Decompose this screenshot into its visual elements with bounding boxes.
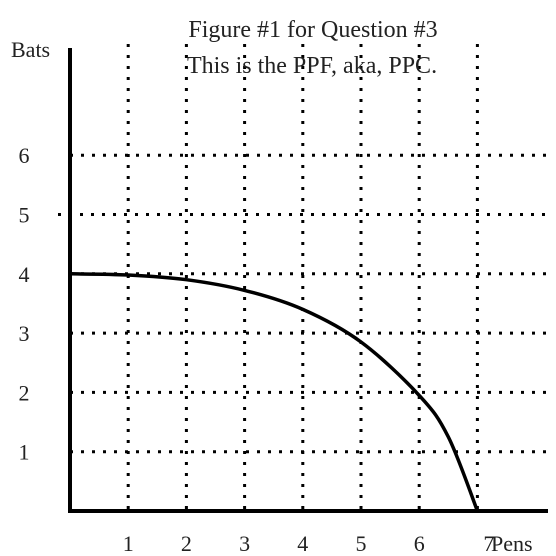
ppf-curve-1 [69, 272, 480, 512]
tick-labels: 1 2 3 4 5 6 7 1 2 3 4 5 6 [19, 143, 495, 556]
y-tick-label-1: 1 [19, 440, 30, 465]
x-tick-label-2: 2 [181, 531, 192, 556]
x-axis-label: Pens [491, 531, 533, 556]
x-tick-label-1: 1 [123, 531, 134, 556]
chart-title-line-1: Figure #1 for Question #3 [188, 17, 437, 43]
x-tick-label-3: 3 [239, 531, 250, 556]
x-tick-label-7: 7 [483, 531, 494, 556]
y-tick-label-5: 5 [19, 203, 30, 228]
x-tick-label-5: 5 [356, 531, 367, 556]
chart-title-line-2: This is the PPF, aka, PPC. [187, 53, 437, 79]
x-tick-label-6: 6 [414, 531, 425, 556]
y-tick-label-4: 4 [19, 262, 30, 287]
y-tick-label-3: 3 [19, 321, 30, 346]
x-tick-label-4: 4 [297, 531, 308, 556]
y-tick-label-6: 6 [19, 143, 30, 168]
y-tick-label-2: 2 [19, 380, 30, 405]
grid-lines [58, 44, 546, 511]
y-axis-label: Bats [11, 37, 50, 62]
series-layer [69, 272, 480, 512]
